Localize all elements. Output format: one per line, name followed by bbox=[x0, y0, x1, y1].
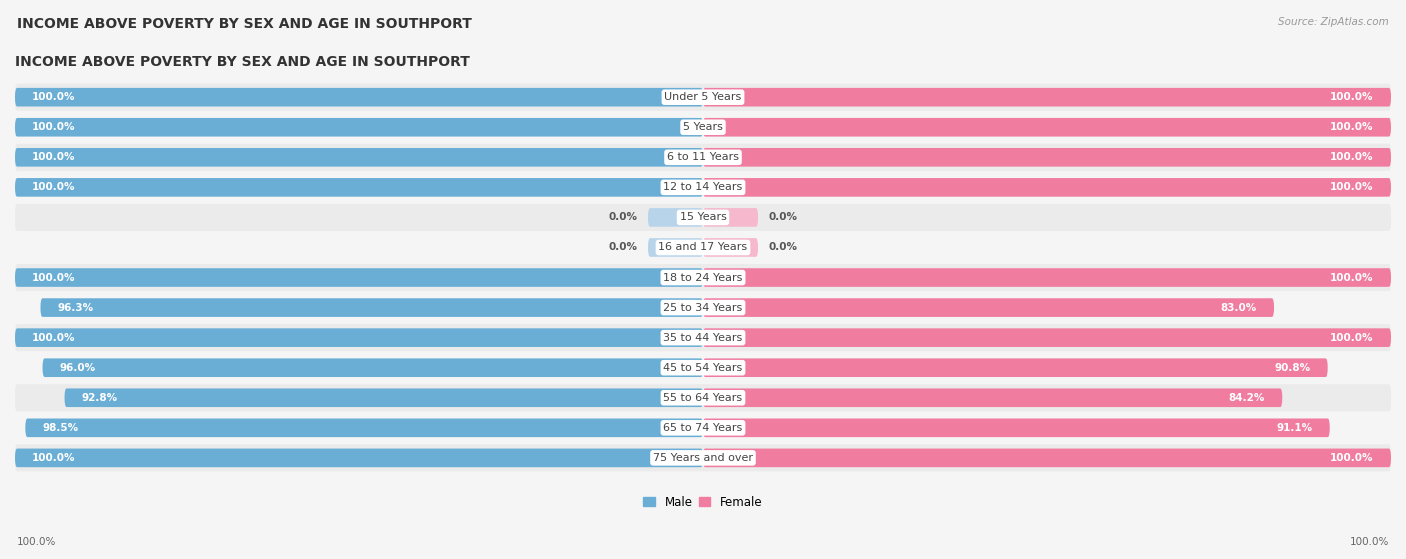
FancyBboxPatch shape bbox=[703, 148, 1391, 167]
FancyBboxPatch shape bbox=[25, 419, 703, 437]
FancyBboxPatch shape bbox=[703, 88, 1391, 107]
FancyBboxPatch shape bbox=[703, 328, 1391, 347]
Text: 90.8%: 90.8% bbox=[1274, 363, 1310, 373]
FancyBboxPatch shape bbox=[703, 419, 1330, 437]
Text: 0.0%: 0.0% bbox=[609, 212, 638, 222]
Text: 83.0%: 83.0% bbox=[1220, 302, 1257, 312]
Text: 92.8%: 92.8% bbox=[82, 393, 118, 402]
Text: 15 Years: 15 Years bbox=[679, 212, 727, 222]
Text: INCOME ABOVE POVERTY BY SEX AND AGE IN SOUTHPORT: INCOME ABOVE POVERTY BY SEX AND AGE IN S… bbox=[15, 55, 470, 69]
FancyBboxPatch shape bbox=[15, 384, 1391, 411]
FancyBboxPatch shape bbox=[703, 299, 1274, 317]
Text: 100.0%: 100.0% bbox=[17, 537, 56, 547]
FancyBboxPatch shape bbox=[41, 299, 703, 317]
Text: 0.0%: 0.0% bbox=[768, 212, 797, 222]
Text: 96.3%: 96.3% bbox=[58, 302, 94, 312]
FancyBboxPatch shape bbox=[703, 208, 758, 227]
Text: 100.0%: 100.0% bbox=[32, 122, 76, 132]
FancyBboxPatch shape bbox=[15, 448, 703, 467]
FancyBboxPatch shape bbox=[703, 268, 1391, 287]
Legend: Male, Female: Male, Female bbox=[638, 491, 768, 513]
Text: 100.0%: 100.0% bbox=[32, 333, 76, 343]
FancyBboxPatch shape bbox=[648, 238, 703, 257]
FancyBboxPatch shape bbox=[15, 88, 703, 107]
FancyBboxPatch shape bbox=[15, 234, 1391, 261]
Text: 96.0%: 96.0% bbox=[59, 363, 96, 373]
FancyBboxPatch shape bbox=[15, 294, 1391, 321]
Text: Source: ZipAtlas.com: Source: ZipAtlas.com bbox=[1278, 17, 1389, 27]
FancyBboxPatch shape bbox=[42, 358, 703, 377]
FancyBboxPatch shape bbox=[703, 448, 1391, 467]
Text: 16 and 17 Years: 16 and 17 Years bbox=[658, 243, 748, 253]
Text: INCOME ABOVE POVERTY BY SEX AND AGE IN SOUTHPORT: INCOME ABOVE POVERTY BY SEX AND AGE IN S… bbox=[17, 17, 472, 31]
FancyBboxPatch shape bbox=[15, 264, 1391, 291]
Text: 100.0%: 100.0% bbox=[32, 92, 76, 102]
Text: 100.0%: 100.0% bbox=[1330, 152, 1374, 162]
FancyBboxPatch shape bbox=[15, 444, 1391, 471]
Text: 84.2%: 84.2% bbox=[1229, 393, 1265, 402]
FancyBboxPatch shape bbox=[15, 118, 703, 136]
FancyBboxPatch shape bbox=[703, 358, 1327, 377]
FancyBboxPatch shape bbox=[15, 328, 703, 347]
Text: 100.0%: 100.0% bbox=[1330, 453, 1374, 463]
Text: 100.0%: 100.0% bbox=[1330, 122, 1374, 132]
FancyBboxPatch shape bbox=[703, 238, 758, 257]
Text: 55 to 64 Years: 55 to 64 Years bbox=[664, 393, 742, 402]
Text: 100.0%: 100.0% bbox=[32, 182, 76, 192]
Text: 91.1%: 91.1% bbox=[1277, 423, 1313, 433]
Text: Under 5 Years: Under 5 Years bbox=[665, 92, 741, 102]
Text: 45 to 54 Years: 45 to 54 Years bbox=[664, 363, 742, 373]
FancyBboxPatch shape bbox=[703, 118, 1391, 136]
Text: 35 to 44 Years: 35 to 44 Years bbox=[664, 333, 742, 343]
FancyBboxPatch shape bbox=[703, 389, 1282, 407]
FancyBboxPatch shape bbox=[15, 268, 703, 287]
Text: 100.0%: 100.0% bbox=[1350, 537, 1389, 547]
FancyBboxPatch shape bbox=[15, 414, 1391, 442]
Text: 6 to 11 Years: 6 to 11 Years bbox=[666, 152, 740, 162]
Text: 100.0%: 100.0% bbox=[32, 152, 76, 162]
FancyBboxPatch shape bbox=[65, 389, 703, 407]
Text: 0.0%: 0.0% bbox=[609, 243, 638, 253]
Text: 12 to 14 Years: 12 to 14 Years bbox=[664, 182, 742, 192]
Text: 18 to 24 Years: 18 to 24 Years bbox=[664, 273, 742, 282]
Text: 75 Years and over: 75 Years and over bbox=[652, 453, 754, 463]
FancyBboxPatch shape bbox=[15, 84, 1391, 111]
FancyBboxPatch shape bbox=[15, 144, 1391, 171]
FancyBboxPatch shape bbox=[703, 178, 1391, 197]
FancyBboxPatch shape bbox=[648, 208, 703, 227]
Text: 98.5%: 98.5% bbox=[42, 423, 79, 433]
FancyBboxPatch shape bbox=[15, 204, 1391, 231]
FancyBboxPatch shape bbox=[15, 174, 1391, 201]
Text: 5 Years: 5 Years bbox=[683, 122, 723, 132]
FancyBboxPatch shape bbox=[15, 324, 1391, 351]
FancyBboxPatch shape bbox=[15, 113, 1391, 141]
FancyBboxPatch shape bbox=[15, 148, 703, 167]
Text: 100.0%: 100.0% bbox=[32, 453, 76, 463]
Text: 25 to 34 Years: 25 to 34 Years bbox=[664, 302, 742, 312]
Text: 100.0%: 100.0% bbox=[1330, 333, 1374, 343]
Text: 65 to 74 Years: 65 to 74 Years bbox=[664, 423, 742, 433]
Text: 0.0%: 0.0% bbox=[768, 243, 797, 253]
FancyBboxPatch shape bbox=[15, 178, 703, 197]
Text: 100.0%: 100.0% bbox=[1330, 92, 1374, 102]
Text: 100.0%: 100.0% bbox=[32, 273, 76, 282]
Text: 100.0%: 100.0% bbox=[1330, 273, 1374, 282]
FancyBboxPatch shape bbox=[15, 354, 1391, 381]
Text: 100.0%: 100.0% bbox=[1330, 182, 1374, 192]
